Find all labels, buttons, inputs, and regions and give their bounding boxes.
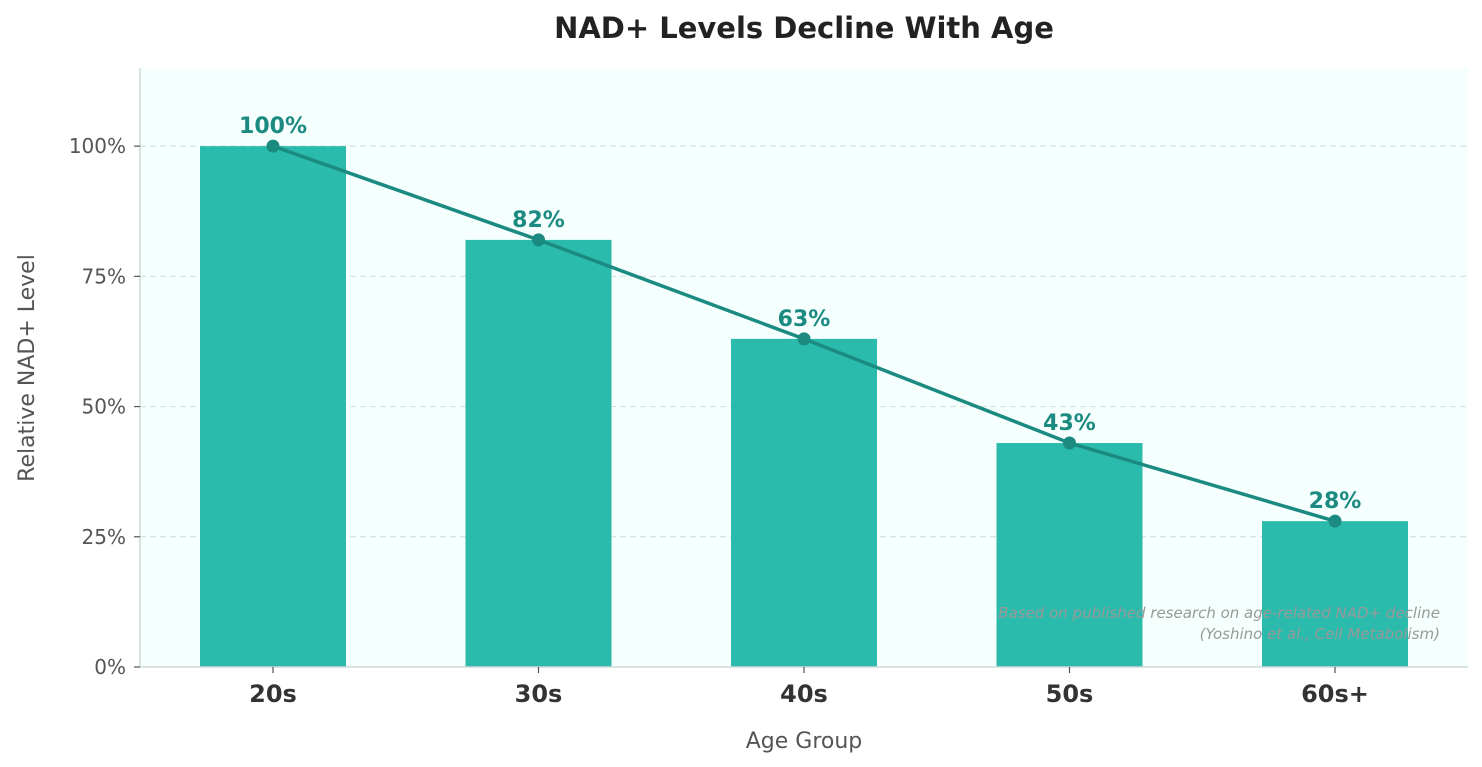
y-tick-label: 0% — [94, 655, 126, 679]
x-tick-label: 30s — [515, 680, 563, 708]
data-label: 28% — [1309, 489, 1362, 514]
data-label: 82% — [512, 208, 565, 233]
y-tick-label: 50% — [82, 395, 126, 419]
bar — [996, 443, 1143, 667]
y-axis-label: Relative NAD+ Level — [15, 254, 40, 482]
trend-marker — [1328, 514, 1342, 528]
trend-line-group — [266, 139, 1342, 528]
x-tick-label: 40s — [780, 680, 828, 708]
y-axis-ticks: 0% 25% 50% 75% 100% — [69, 134, 140, 679]
x-tick-label: 60s+ — [1301, 680, 1369, 708]
data-label: 43% — [1043, 411, 1096, 436]
source-note-line-1: Based on published research on age-relat… — [998, 604, 1440, 622]
x-tick-label: 50s — [1046, 680, 1094, 708]
bar — [731, 338, 877, 667]
y-tick-label: 75% — [82, 264, 126, 288]
y-tick-label: 25% — [82, 525, 126, 549]
trend-marker — [797, 332, 811, 346]
trend-marker — [1063, 436, 1076, 450]
x-axis-ticks: 20s 30s 40s 50s 60s+ — [249, 667, 1369, 708]
data-label: 100% — [239, 114, 307, 139]
x-axis-label: Age Group — [746, 729, 863, 754]
source-note-line-2: (Yoshino et al., Cell Metabolism) — [1200, 625, 1440, 643]
data-label: 63% — [778, 307, 831, 332]
chart-title: NAD+ Levels Decline With Age — [554, 11, 1054, 45]
bar — [1262, 521, 1408, 667]
y-tick-label: 100% — [69, 134, 126, 158]
data-labels: 100% 82% 63% 43% 28% — [239, 114, 1361, 514]
x-tick-label: 20s — [249, 680, 297, 708]
bar — [200, 146, 346, 667]
trend-marker — [532, 233, 545, 247]
bar — [465, 239, 612, 667]
bars — [200, 146, 1408, 667]
trend-marker — [266, 139, 280, 153]
